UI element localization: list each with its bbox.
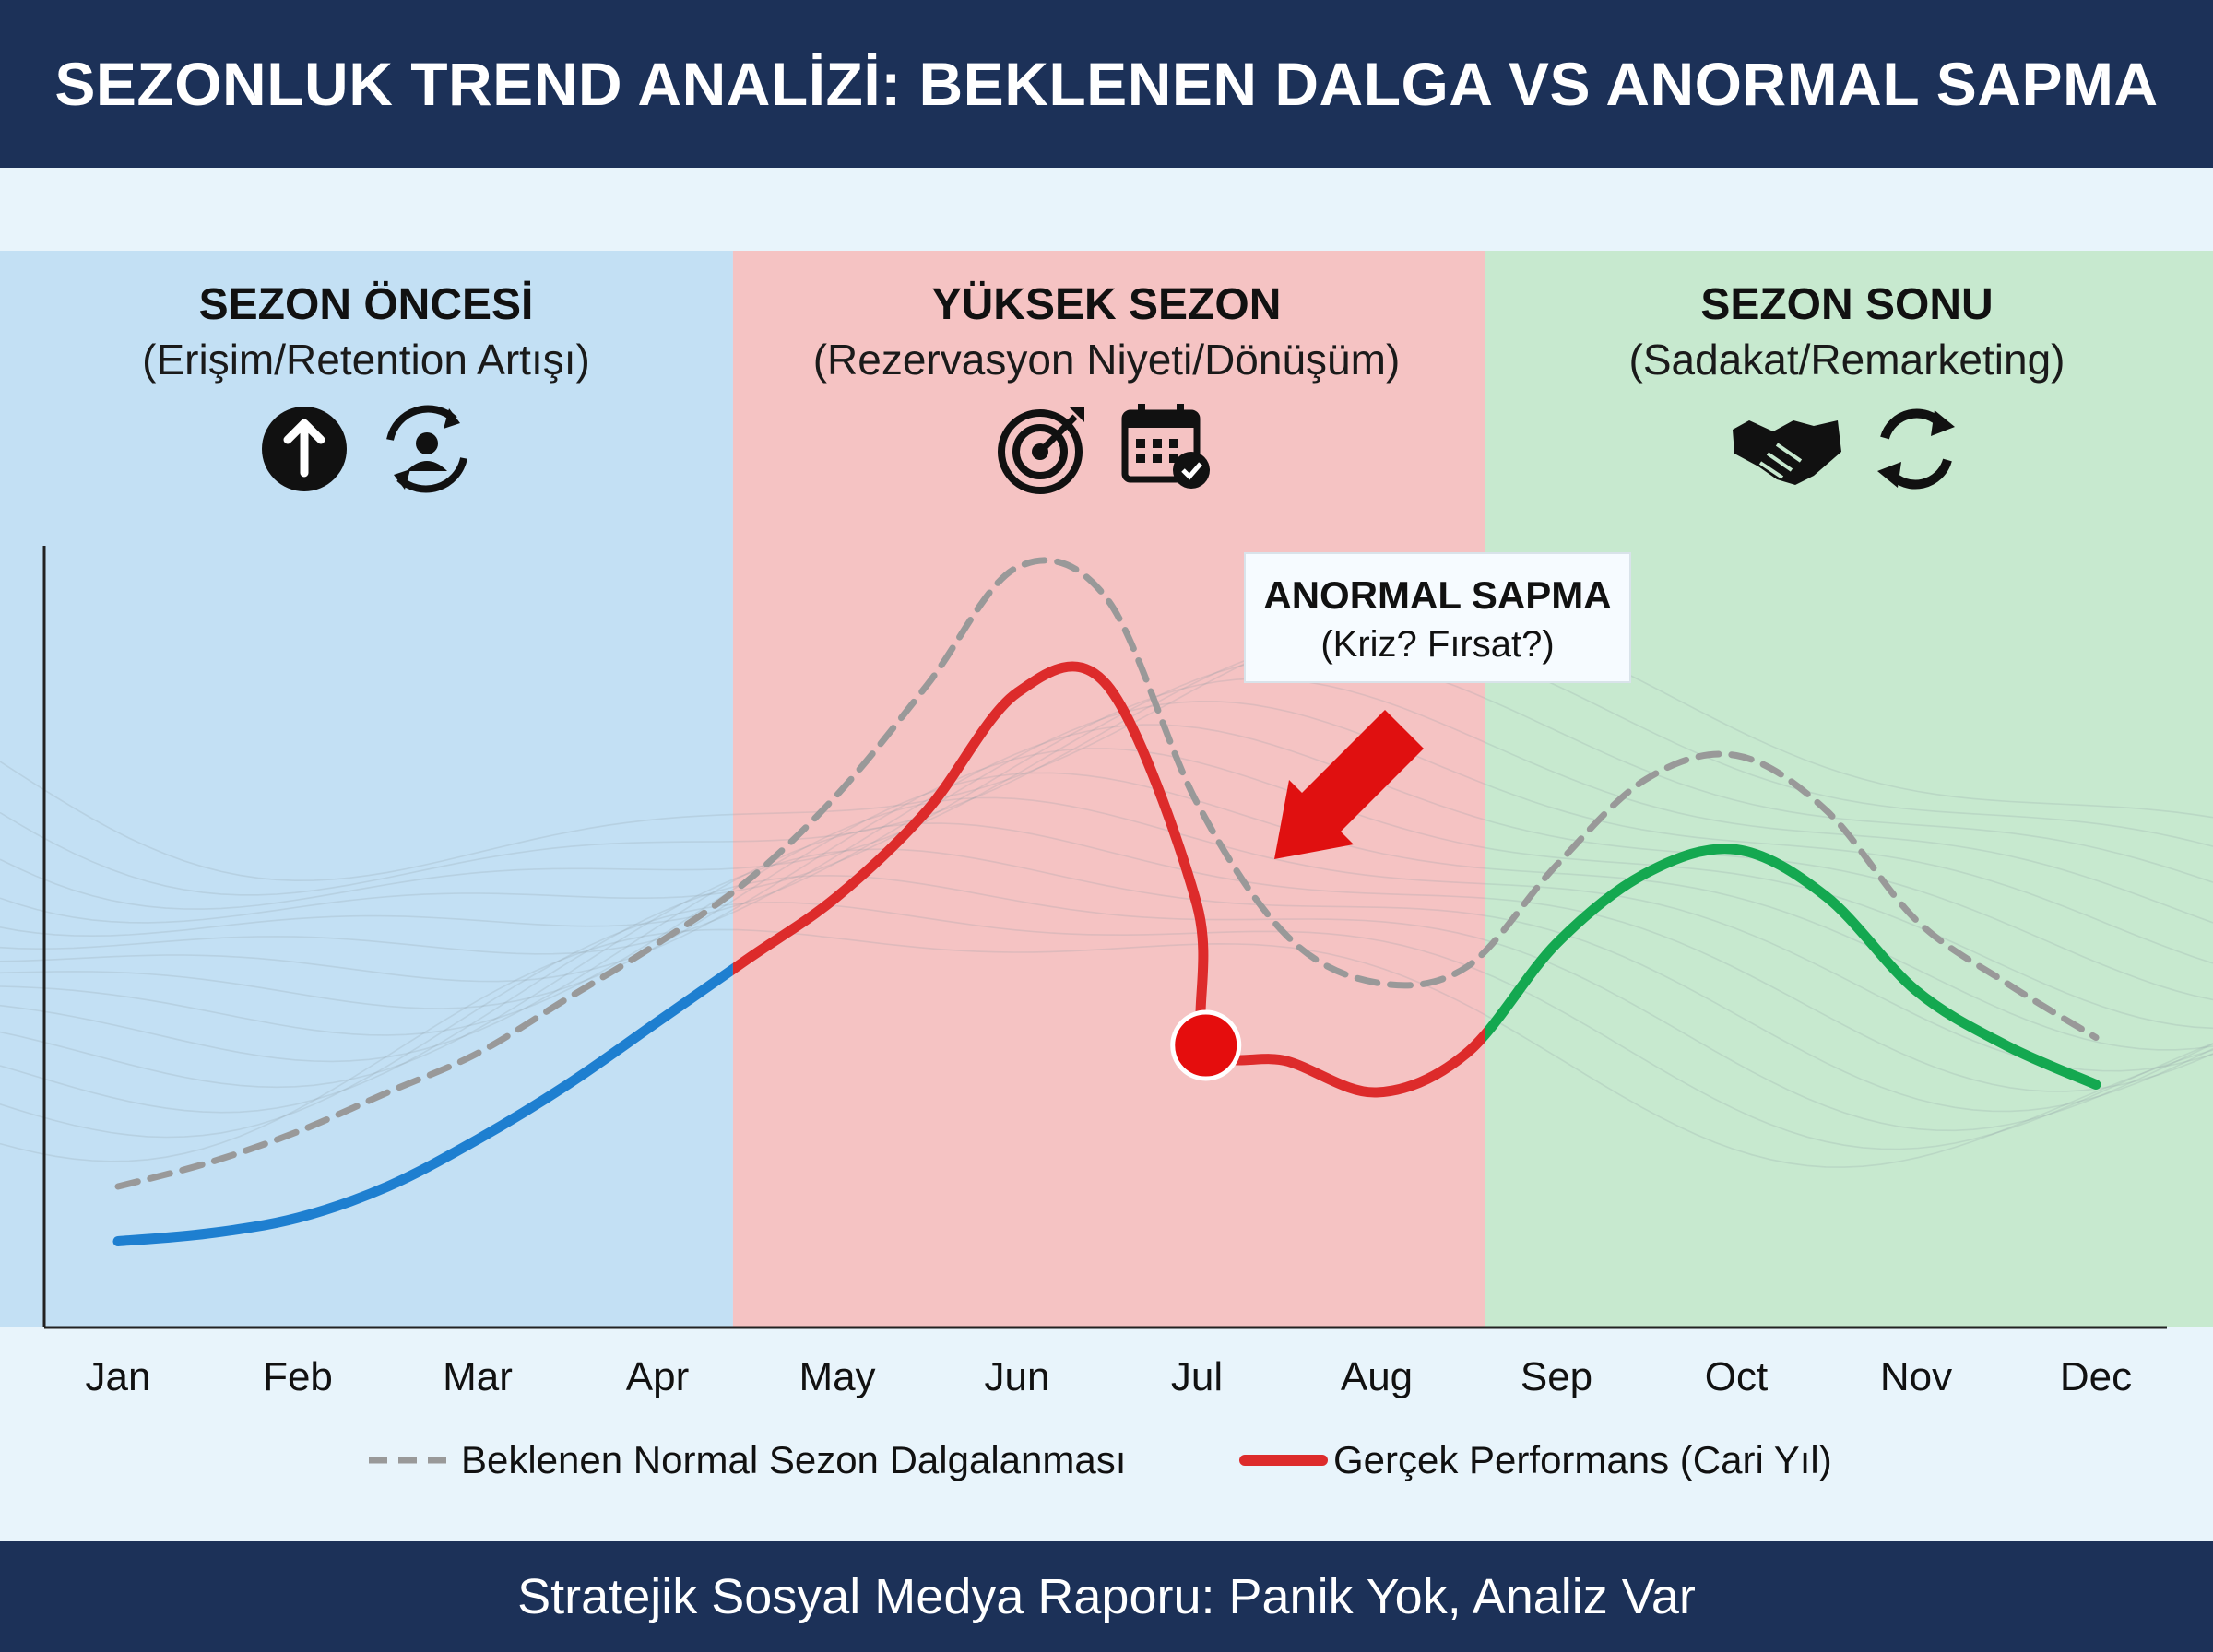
texture-wave bbox=[0, 796, 2213, 1072]
x-tick-aug: Aug bbox=[1341, 1354, 1413, 1399]
legend: Beklenen Normal Sezon Dalgalanması Gerçek… bbox=[369, 1438, 1832, 1481]
texture-wave bbox=[0, 633, 2213, 896]
season-bands bbox=[0, 251, 2213, 1328]
season-subtitle-2: (Rezervasyon Niyeti/Dönüşüm) bbox=[813, 336, 1401, 384]
anomaly-arrow bbox=[1274, 710, 1424, 859]
legend-label-expected: Beklenen Normal Sezon Dalgalanması bbox=[461, 1438, 1126, 1481]
anomaly-marker bbox=[1170, 1009, 1242, 1081]
handshake-icon bbox=[1733, 420, 1841, 485]
season-title-2: YÜKSEK SEZON bbox=[932, 280, 1282, 329]
x-tick-nov: Nov bbox=[1880, 1354, 1952, 1399]
x-tick-labels: Jan Feb Mar Apr May Jun Jul Aug Sep Oct Nov Dec bbox=[86, 1354, 2133, 1399]
texture-wave bbox=[0, 928, 2213, 1168]
x-tick-jun: Jun bbox=[985, 1354, 1050, 1399]
x-tick-oct: Oct bbox=[1705, 1354, 1768, 1399]
target-icon bbox=[998, 407, 1084, 494]
season-title-3: SEZON SONU bbox=[1700, 280, 1993, 329]
page-title: SEZONLUK TREND ANALİZİ: BEKLENEN DALGA V… bbox=[54, 50, 2159, 118]
series-line-actual-post bbox=[1485, 844, 2101, 1090]
anomaly-title: ANORMAL SAPMA bbox=[1263, 573, 1611, 617]
series-line-actual-peak bbox=[732, 661, 1485, 1098]
anomaly-annotation: ANORMAL SAPMA (Kriz? Fırsat?) bbox=[1170, 552, 1631, 1081]
season-icons bbox=[262, 404, 1955, 494]
season-labels: SEZON ÖNCESİ (Erişim/Retention Artışı) YÜK… bbox=[142, 280, 2065, 384]
season-band-3 bbox=[1485, 251, 2213, 1328]
texture-wave bbox=[0, 724, 2213, 1001]
texture-wave bbox=[0, 874, 2213, 1132]
x-tick-dec: Dec bbox=[2060, 1354, 2132, 1399]
season-subtitle-1: (Erişim/Retention Artışı) bbox=[142, 336, 590, 384]
x-tick-mar: Mar bbox=[443, 1354, 513, 1399]
calendar-check-icon bbox=[1121, 404, 1210, 489]
x-tick-sep: Sep bbox=[1521, 1354, 1592, 1399]
x-tick-may: May bbox=[799, 1354, 875, 1399]
anomaly-callout-box bbox=[1244, 552, 1631, 683]
season-subtitle-3: (Sadakat/Remarketing) bbox=[1629, 336, 2065, 384]
series-line-actual-pre bbox=[112, 962, 733, 1246]
refresh-icon bbox=[1877, 408, 1955, 490]
texture-wave bbox=[0, 748, 2213, 1030]
texture-wave bbox=[0, 700, 2213, 964]
footer-caption: Stratejik Sosyal Medya Raporu: Panik Yok… bbox=[517, 1569, 1696, 1624]
x-tick-jul: Jul bbox=[1171, 1354, 1223, 1399]
footer-bar: Stratejik Sosyal Medya Raporu: Panik Yok… bbox=[0, 1541, 2213, 1652]
header-bar: SEZONLUK TREND ANALİZİ: BEKLENEN DALGA V… bbox=[0, 0, 2213, 168]
season-band-1 bbox=[0, 251, 733, 1328]
arrow-up-circle-icon bbox=[262, 407, 347, 491]
texture-wave bbox=[0, 613, 2213, 882]
texture-wave bbox=[0, 655, 2213, 910]
x-tick-jan: Jan bbox=[86, 1354, 151, 1399]
season-title-1: SEZON ÖNCESİ bbox=[199, 280, 534, 329]
anomaly-subtitle: (Kriz? Fırsat?) bbox=[1320, 624, 1554, 665]
series-line-expected bbox=[114, 557, 2100, 1190]
series-lines bbox=[112, 557, 2101, 1246]
x-tick-feb: Feb bbox=[263, 1354, 333, 1399]
legend-label-actual: Gerçek Performans (Cari Yıl) bbox=[1333, 1438, 1832, 1481]
x-tick-apr: Apr bbox=[626, 1354, 689, 1399]
texture-wave bbox=[0, 772, 2213, 1051]
user-sync-icon bbox=[386, 405, 467, 493]
texture-wave bbox=[0, 902, 2213, 1150]
texture-wave bbox=[0, 822, 2213, 1092]
texture-wave bbox=[0, 848, 2213, 1113]
